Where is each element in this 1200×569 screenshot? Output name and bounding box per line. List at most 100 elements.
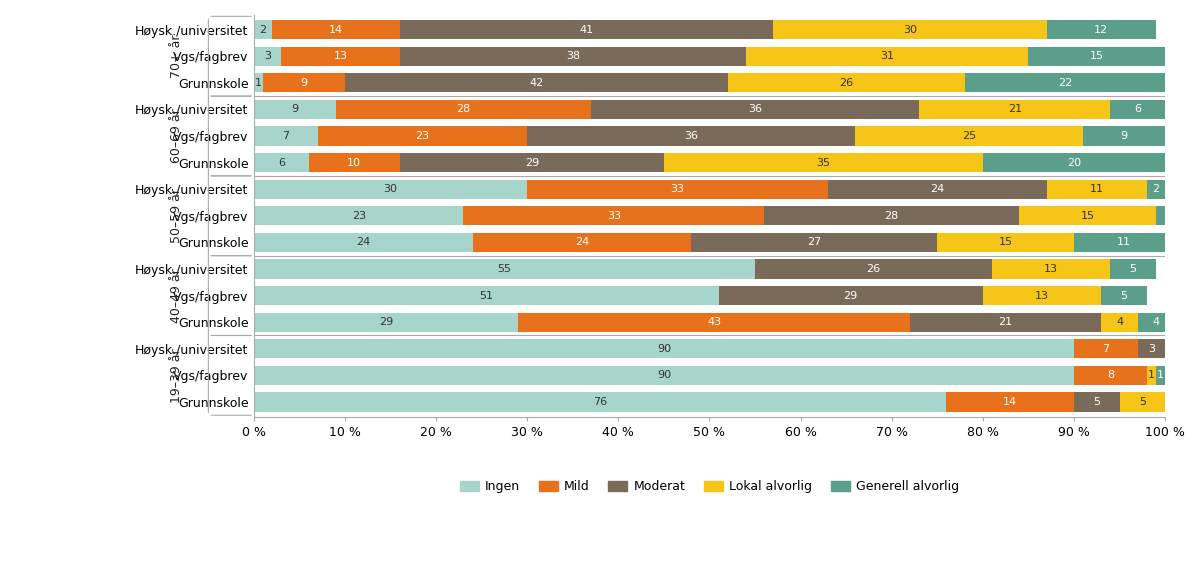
Text: 90: 90 (656, 344, 671, 354)
Bar (254, 366, 1074, 385)
Bar (1102, 312, 1138, 332)
Bar (263, 73, 346, 92)
Bar (1046, 180, 1147, 199)
Bar (254, 259, 755, 279)
Text: 21: 21 (998, 317, 1013, 327)
Bar (346, 73, 727, 92)
Bar (1074, 393, 1120, 411)
Text: 31: 31 (880, 51, 894, 61)
Text: 19–39 år: 19–39 år (170, 348, 182, 403)
Bar (254, 180, 527, 199)
Bar (1147, 366, 1156, 385)
Text: 7: 7 (282, 131, 289, 141)
Text: 6: 6 (277, 158, 284, 168)
Bar (1074, 366, 1147, 385)
Text: 76: 76 (593, 397, 607, 407)
Bar (1156, 206, 1183, 225)
Text: 33: 33 (671, 184, 685, 194)
Text: 15: 15 (1090, 51, 1104, 61)
Bar (1165, 339, 1174, 358)
Bar (983, 153, 1165, 172)
Bar (1074, 339, 1138, 358)
Text: 8: 8 (1106, 370, 1114, 380)
Text: 38: 38 (565, 51, 580, 61)
Text: 1: 1 (1157, 370, 1164, 380)
Text: 29: 29 (524, 158, 539, 168)
Bar (527, 126, 856, 146)
Text: 9: 9 (1121, 131, 1128, 141)
Bar (254, 233, 473, 252)
Bar (1028, 47, 1165, 66)
Text: 3: 3 (1148, 344, 1154, 354)
Bar (746, 47, 1028, 66)
Text: 51: 51 (479, 291, 493, 300)
Bar (527, 180, 828, 199)
Text: 30: 30 (384, 184, 397, 194)
Bar (727, 73, 965, 92)
Bar (318, 126, 527, 146)
Text: 5: 5 (1093, 397, 1100, 407)
Text: 42: 42 (529, 78, 544, 88)
Text: 6: 6 (1134, 105, 1141, 114)
Text: 4: 4 (1116, 317, 1123, 327)
Text: 12: 12 (1094, 24, 1109, 35)
Text: 29: 29 (379, 317, 394, 327)
Text: 15: 15 (998, 237, 1013, 248)
Text: 26: 26 (839, 78, 853, 88)
Bar (254, 339, 1074, 358)
Bar (992, 259, 1110, 279)
Text: 13: 13 (1036, 291, 1049, 300)
Bar (691, 233, 937, 252)
Text: 14: 14 (329, 24, 343, 35)
Bar (919, 100, 1110, 119)
Text: 24: 24 (356, 237, 371, 248)
Bar (1147, 180, 1165, 199)
Text: 14: 14 (1003, 397, 1018, 407)
Bar (1110, 259, 1156, 279)
Bar (1156, 366, 1165, 385)
Text: 3: 3 (1166, 211, 1174, 221)
Bar (1019, 206, 1156, 225)
Text: 28: 28 (884, 211, 899, 221)
Text: 43: 43 (707, 317, 721, 327)
Bar (592, 100, 919, 119)
Text: 30: 30 (902, 24, 917, 35)
Text: 5: 5 (1139, 397, 1146, 407)
Bar (400, 47, 746, 66)
Bar (755, 259, 992, 279)
Bar (473, 233, 691, 252)
Text: 40–49 år: 40–49 år (170, 268, 182, 323)
Bar (281, 47, 400, 66)
Text: 1: 1 (1148, 370, 1154, 380)
Text: 1: 1 (254, 78, 262, 88)
Bar (254, 286, 719, 305)
Text: 3: 3 (264, 51, 271, 61)
Bar (336, 100, 592, 119)
Text: 41: 41 (580, 24, 594, 35)
Bar (254, 206, 463, 225)
Bar (947, 393, 1074, 411)
Text: 25: 25 (962, 131, 977, 141)
Text: 5: 5 (1121, 291, 1128, 300)
Text: 1: 1 (1148, 291, 1154, 300)
Bar (254, 47, 281, 66)
Bar (773, 20, 1046, 39)
Bar (1138, 312, 1174, 332)
Bar (1074, 233, 1174, 252)
Bar (856, 126, 1084, 146)
Bar (254, 393, 947, 411)
Text: 27: 27 (808, 237, 822, 248)
Bar (254, 73, 263, 92)
Bar (719, 286, 983, 305)
Bar (965, 73, 1165, 92)
Bar (828, 180, 1046, 199)
Text: 36: 36 (684, 131, 698, 141)
Bar (983, 286, 1102, 305)
Text: 35: 35 (816, 158, 830, 168)
Text: 24: 24 (575, 237, 589, 248)
Text: 9: 9 (292, 105, 299, 114)
Bar (664, 153, 983, 172)
Text: 15: 15 (1081, 211, 1094, 221)
Text: 22: 22 (1057, 78, 1072, 88)
Text: 7: 7 (1103, 344, 1110, 354)
